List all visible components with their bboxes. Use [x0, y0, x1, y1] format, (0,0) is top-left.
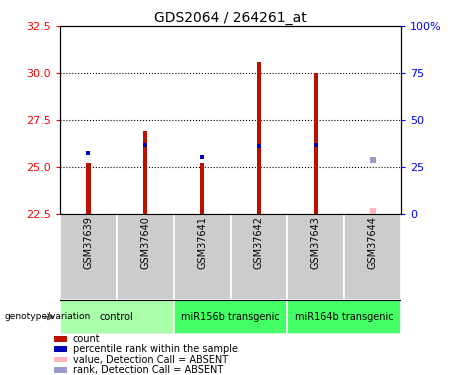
Bar: [313, 73, 318, 214]
Bar: [117, 214, 174, 300]
Text: GSM37644: GSM37644: [367, 216, 378, 269]
Bar: [287, 300, 401, 334]
Text: genotype/variation: genotype/variation: [5, 312, 91, 321]
Bar: [344, 214, 401, 300]
Bar: [54, 346, 67, 352]
Bar: [174, 300, 287, 334]
Bar: [230, 214, 287, 300]
Bar: [54, 336, 67, 342]
Text: GSM37640: GSM37640: [140, 216, 150, 269]
Text: GSM37642: GSM37642: [254, 216, 264, 269]
Bar: [86, 163, 91, 214]
Text: GSM37643: GSM37643: [311, 216, 321, 269]
Bar: [54, 357, 67, 362]
Text: GSM37639: GSM37639: [83, 216, 94, 269]
Bar: [60, 300, 174, 334]
Bar: [257, 62, 261, 214]
Text: percentile rank within the sample: percentile rank within the sample: [72, 344, 237, 354]
Text: miR164b transgenic: miR164b transgenic: [295, 312, 394, 322]
Bar: [174, 214, 230, 300]
Text: count: count: [72, 334, 100, 344]
Bar: [287, 214, 344, 300]
Bar: [200, 163, 204, 214]
Bar: [143, 131, 148, 214]
Bar: [54, 367, 67, 373]
Text: GSM37641: GSM37641: [197, 216, 207, 269]
Text: value, Detection Call = ABSENT: value, Detection Call = ABSENT: [72, 354, 228, 364]
Text: rank, Detection Call = ABSENT: rank, Detection Call = ABSENT: [72, 365, 223, 375]
Title: GDS2064 / 264261_at: GDS2064 / 264261_at: [154, 11, 307, 25]
Text: control: control: [100, 312, 134, 322]
Text: miR156b transgenic: miR156b transgenic: [181, 312, 280, 322]
Bar: [60, 214, 117, 300]
